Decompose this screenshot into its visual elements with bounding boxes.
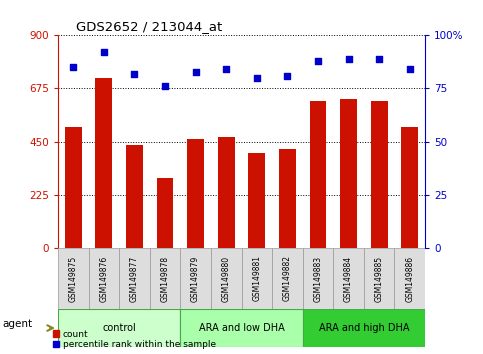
Point xyxy=(406,67,413,72)
Bar xyxy=(88,248,119,309)
Bar xyxy=(401,127,418,248)
Text: GDS2652 / 213044_at: GDS2652 / 213044_at xyxy=(76,20,223,33)
Bar xyxy=(65,127,82,248)
Point xyxy=(314,58,322,64)
Bar xyxy=(333,248,364,309)
Bar xyxy=(156,178,173,248)
Bar xyxy=(58,309,180,347)
Bar xyxy=(242,248,272,309)
Text: GSM149878: GSM149878 xyxy=(160,256,170,302)
Bar xyxy=(58,248,88,309)
Bar xyxy=(248,153,265,248)
Text: GSM149876: GSM149876 xyxy=(99,255,108,302)
Text: control: control xyxy=(102,323,136,333)
Point xyxy=(222,67,230,72)
Text: ARA and high DHA: ARA and high DHA xyxy=(319,323,409,333)
Bar xyxy=(218,137,235,248)
Bar xyxy=(364,248,395,309)
Bar xyxy=(340,99,357,248)
Bar xyxy=(279,149,296,248)
Text: GSM149885: GSM149885 xyxy=(375,256,384,302)
Point xyxy=(284,73,291,79)
Bar xyxy=(96,78,112,248)
Point xyxy=(375,56,383,62)
Text: GSM149879: GSM149879 xyxy=(191,255,200,302)
Text: GSM149883: GSM149883 xyxy=(313,256,323,302)
Point xyxy=(345,56,353,62)
Bar xyxy=(303,248,333,309)
Point xyxy=(192,69,199,74)
Bar xyxy=(150,248,180,309)
Point xyxy=(161,84,169,89)
Bar xyxy=(180,309,303,347)
Point xyxy=(130,71,138,76)
Legend: count, percentile rank within the sample: count, percentile rank within the sample xyxy=(53,330,216,349)
Text: GSM149882: GSM149882 xyxy=(283,256,292,302)
Bar xyxy=(371,102,387,248)
Text: GSM149881: GSM149881 xyxy=(252,256,261,302)
Text: GSM149877: GSM149877 xyxy=(130,255,139,302)
Text: agent: agent xyxy=(2,319,32,329)
Bar xyxy=(395,248,425,309)
Bar xyxy=(119,248,150,309)
Bar xyxy=(180,248,211,309)
Bar xyxy=(303,309,425,347)
Bar xyxy=(310,102,327,248)
Text: GSM149886: GSM149886 xyxy=(405,256,414,302)
Point xyxy=(100,50,108,55)
Text: GSM149880: GSM149880 xyxy=(222,256,231,302)
Bar xyxy=(272,248,303,309)
Text: ARA and low DHA: ARA and low DHA xyxy=(199,323,284,333)
Text: GSM149884: GSM149884 xyxy=(344,256,353,302)
Bar xyxy=(211,248,242,309)
Bar xyxy=(126,145,143,248)
Point xyxy=(70,64,77,70)
Text: GSM149875: GSM149875 xyxy=(69,255,78,302)
Bar xyxy=(187,139,204,248)
Point xyxy=(253,75,261,81)
